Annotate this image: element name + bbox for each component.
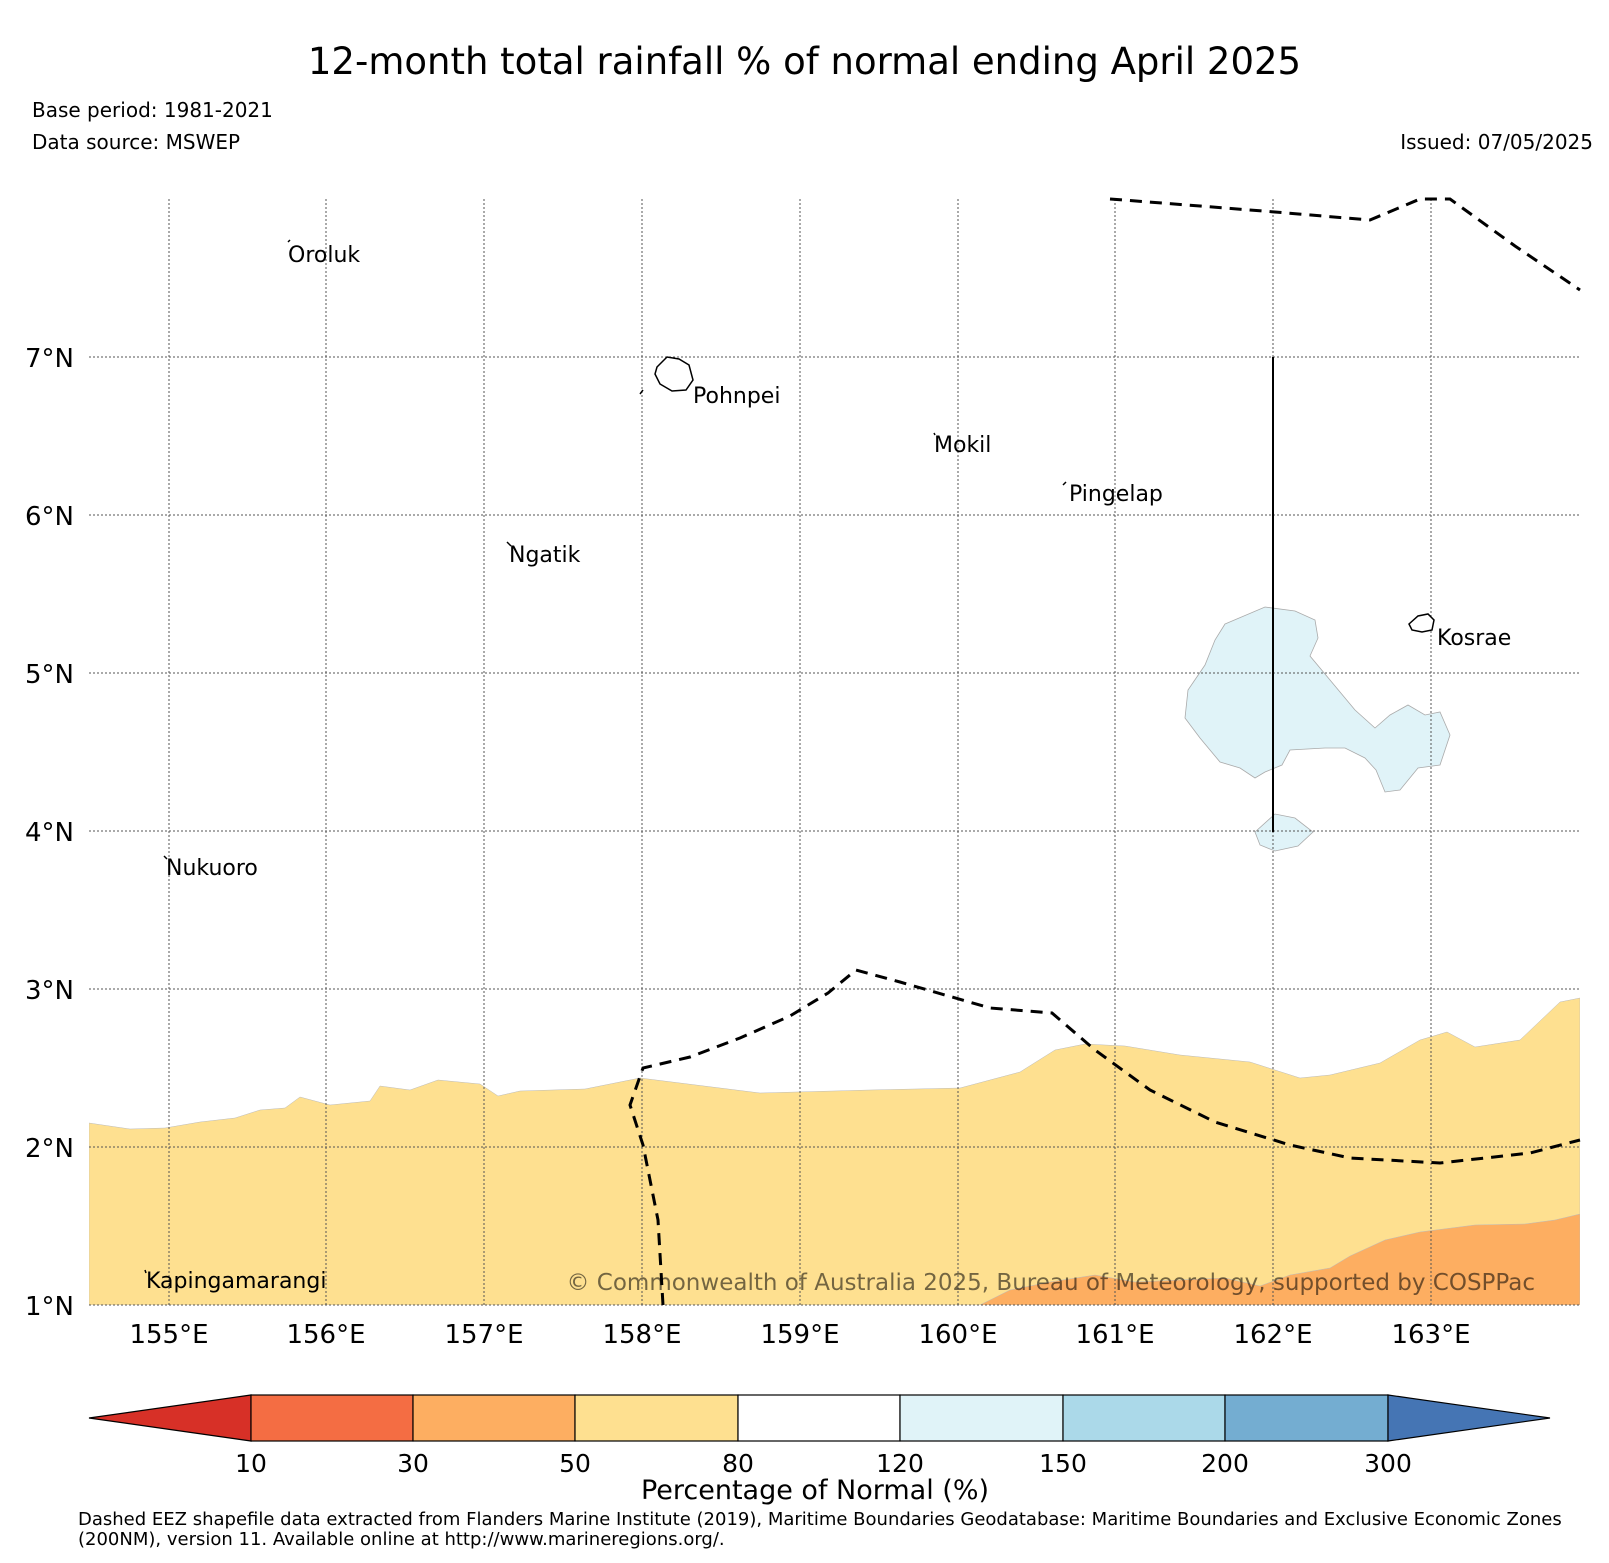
kapingamarangi-atoll-mark	[144, 1269, 147, 1274]
nukuoro-atoll-mark	[163, 855, 168, 860]
ngatik-atoll-mark	[506, 541, 512, 547]
colorbar-segment-30-50	[412, 1394, 576, 1442]
footnote: Dashed EEZ shapefile data extracted from…	[78, 1509, 1562, 1550]
colorbar-tick-10: 10	[235, 1449, 267, 1478]
lat-label-4n: 4°N	[25, 818, 74, 848]
pingelap-atoll-mark	[1062, 481, 1067, 486]
lon-label-158e: 158°E	[602, 1320, 681, 1350]
colorbar-segment-10-30	[250, 1394, 414, 1442]
colorbar-tick-200: 200	[1201, 1449, 1249, 1478]
colorbar-segment-200-300	[1224, 1394, 1389, 1442]
data-source-label: Data source: MSWEP	[32, 130, 241, 154]
colorbar-tick-30: 30	[397, 1449, 429, 1478]
place-label-kapingamarangi: Kapingamarangi	[146, 1269, 326, 1294]
lat-label-1n: 1°N	[25, 1292, 74, 1322]
colorbar-segment-150-200	[1062, 1394, 1226, 1442]
map-title: 12-month total rainfall % of normal endi…	[307, 40, 1302, 83]
colorbar-label: Percentage of Normal (%)	[640, 1475, 990, 1506]
lat-label-6n: 6°N	[25, 502, 74, 532]
place-label-pingelap: Pingelap	[1069, 482, 1163, 507]
copyright-notice: © Commonwealth of Australia 2025, Bureau…	[566, 1270, 1535, 1296]
pohnpei-island-outline	[654, 356, 694, 392]
lon-label-163e: 163°E	[1391, 1320, 1470, 1350]
colorbar-tick-50: 50	[559, 1449, 591, 1478]
lon-label-160e: 160°E	[918, 1320, 997, 1350]
lon-label-159e: 159°E	[760, 1320, 839, 1350]
lon-label-157e: 157°E	[444, 1320, 523, 1350]
colorbar-tick-150: 150	[1039, 1449, 1087, 1478]
kosrae-island-outline	[1408, 613, 1435, 633]
oroluk-atoll-mark	[287, 239, 291, 243]
colorbar-segment-80-120	[737, 1394, 901, 1442]
colorbar-tick-300: 300	[1364, 1449, 1412, 1478]
rainfall-band-30-50	[979, 1213, 1580, 1305]
lon-label-162e: 162°E	[1233, 1320, 1312, 1350]
place-label-kosrae: Kosrae	[1437, 626, 1511, 651]
lat-label-3n: 3°N	[25, 976, 74, 1006]
issued-date-label: Issued: 07/05/2025	[1400, 130, 1593, 154]
lat-label-2n: 2°N	[25, 1134, 74, 1164]
pohnpei-islet-mark	[639, 389, 644, 395]
rainfall-region-120-150	[1184, 606, 1451, 793]
place-label-mokil: Mokil	[934, 433, 991, 458]
colorbar-segment-below-10	[88, 1394, 252, 1442]
colorbar-segment-above-300	[1387, 1394, 1551, 1442]
colorbar	[88, 1394, 1551, 1442]
rainfall-band-50-80	[89, 997, 1580, 1305]
colorbar-tick-80: 80	[722, 1449, 754, 1478]
colorbar-segment-120-150	[899, 1394, 1064, 1442]
mokil-atoll-mark	[933, 432, 936, 436]
lon-label-161e: 161°E	[1075, 1320, 1154, 1350]
lat-label-5n: 5°N	[25, 660, 74, 690]
place-label-ngatik: Ngatik	[509, 543, 581, 568]
rainfall-region-120-150-south	[1254, 813, 1314, 852]
base-period-label: Base period: 1981-2021	[32, 98, 273, 122]
eez-boundaries	[628, 197, 1581, 1306]
place-label-nukuoro: Nukuoro	[166, 856, 258, 881]
colorbar-tick-120: 120	[876, 1449, 924, 1478]
lat-label-7n: 7°N	[25, 344, 74, 374]
place-label-pohnpei: Pohnpei	[693, 384, 780, 409]
lon-label-155e: 155°E	[129, 1320, 208, 1350]
place-label-oroluk: Oroluk	[288, 243, 360, 268]
lon-label-156e: 156°E	[286, 1320, 365, 1350]
colorbar-segment-50-80	[574, 1394, 739, 1442]
